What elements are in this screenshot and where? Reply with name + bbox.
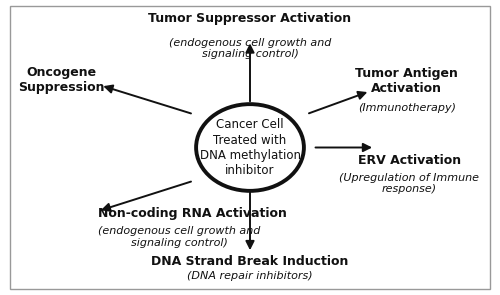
Ellipse shape xyxy=(196,104,304,191)
Text: Cancer Cell
Treated with
DNA methylation
inhibitor: Cancer Cell Treated with DNA methylation… xyxy=(200,119,300,176)
Text: (endogenous cell growth and
signaling control): (endogenous cell growth and signaling co… xyxy=(169,38,331,59)
Text: (Upregulation of Immune
response): (Upregulation of Immune response) xyxy=(339,173,479,194)
Text: (Immunotherapy): (Immunotherapy) xyxy=(358,104,456,114)
Text: (endogenous cell growth and
signaling control): (endogenous cell growth and signaling co… xyxy=(98,226,260,248)
Text: Tumor Suppressor Activation: Tumor Suppressor Activation xyxy=(148,12,352,24)
Text: DNA Strand Break Induction: DNA Strand Break Induction xyxy=(152,255,348,268)
Text: ERV Activation: ERV Activation xyxy=(358,154,461,167)
Text: Oncogene
Suppression: Oncogene Suppression xyxy=(18,65,104,94)
Text: (DNA repair inhibitors): (DNA repair inhibitors) xyxy=(187,271,313,281)
Text: Non-coding RNA Activation: Non-coding RNA Activation xyxy=(98,207,287,220)
Text: Tumor Antigen
Activation: Tumor Antigen Activation xyxy=(356,67,458,95)
